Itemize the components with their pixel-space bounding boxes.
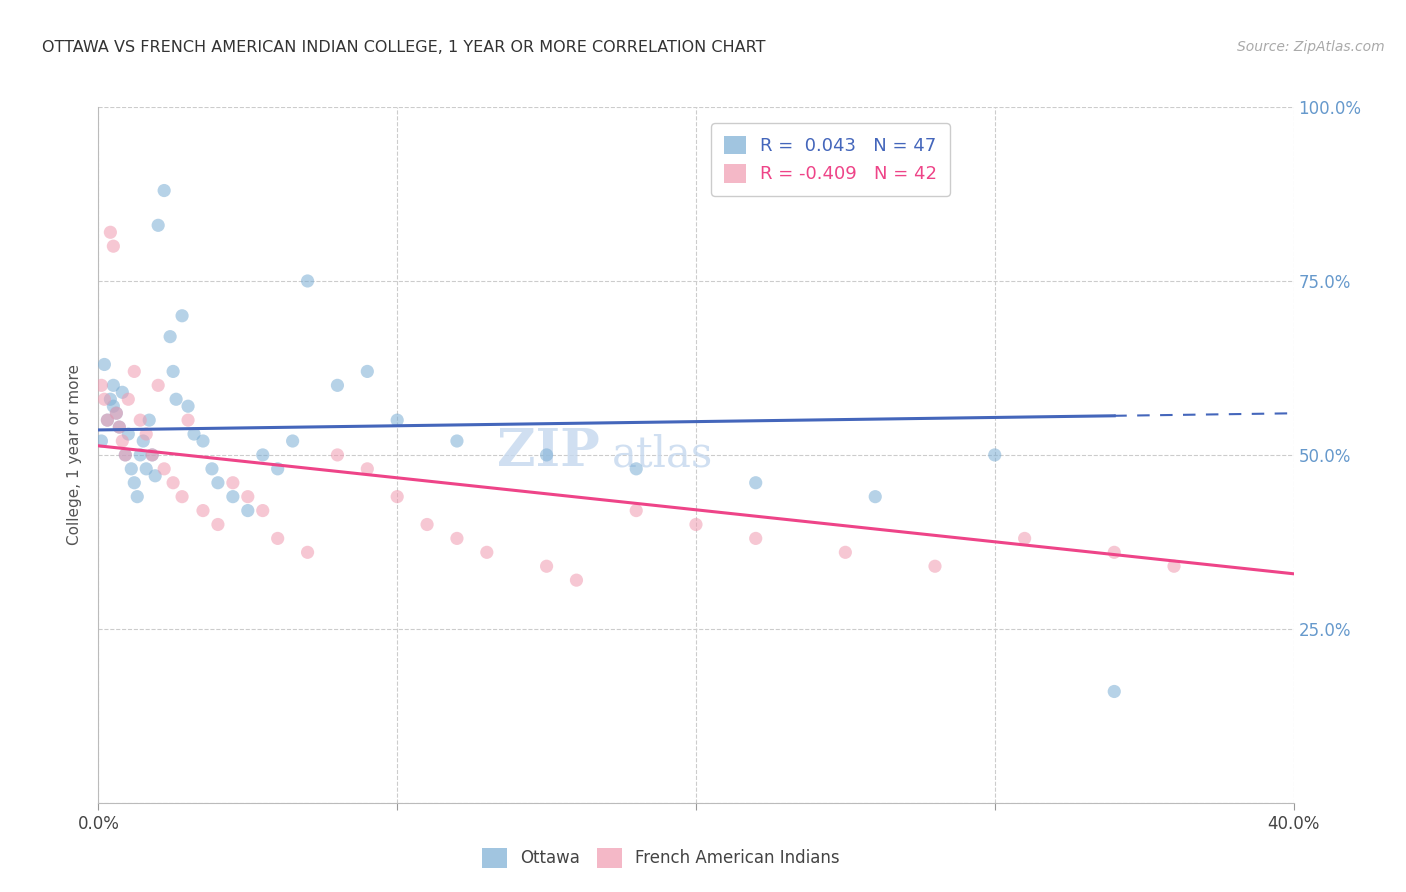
Point <box>93 358 115 372</box>
Point <box>153 462 176 476</box>
Point <box>138 413 160 427</box>
Point <box>148 378 170 392</box>
Point <box>90 434 112 448</box>
Point <box>865 490 887 504</box>
Point <box>141 448 163 462</box>
Text: atlas: atlas <box>613 434 714 476</box>
Text: OTTAWA VS FRENCH AMERICAN INDIAN COLLEGE, 1 YEAR OR MORE CORRELATION CHART: OTTAWA VS FRENCH AMERICAN INDIAN COLLEGE… <box>42 40 766 55</box>
Point <box>326 378 349 392</box>
Point <box>162 364 184 378</box>
Point <box>191 434 214 448</box>
Point <box>172 490 194 504</box>
Y-axis label: College, 1 year or more: College, 1 year or more <box>67 365 83 545</box>
Point <box>191 503 214 517</box>
Point <box>114 448 136 462</box>
Point <box>1163 559 1185 574</box>
Point <box>100 392 122 407</box>
Point <box>834 545 856 559</box>
Point <box>141 448 163 462</box>
Point <box>143 468 166 483</box>
Point <box>96 413 118 427</box>
Point <box>236 490 259 504</box>
Point <box>159 329 181 343</box>
Point <box>132 434 155 448</box>
Point <box>207 517 229 532</box>
Point <box>297 545 319 559</box>
Point <box>129 448 152 462</box>
Point <box>177 413 200 427</box>
Point <box>108 420 131 434</box>
Point <box>252 448 274 462</box>
Point <box>222 475 245 490</box>
Point <box>475 545 498 559</box>
Point <box>103 399 125 413</box>
Point <box>536 448 558 462</box>
Point <box>446 434 468 448</box>
Point <box>100 225 122 239</box>
Point <box>93 392 115 407</box>
Point <box>626 503 648 517</box>
Point <box>1104 684 1126 698</box>
Point <box>416 517 439 532</box>
Point <box>172 309 194 323</box>
Text: ZIP: ZIP <box>498 426 600 477</box>
Point <box>177 399 200 413</box>
Point <box>565 573 588 587</box>
Point <box>745 532 768 546</box>
Point <box>108 420 131 434</box>
Point <box>385 490 409 504</box>
Point <box>326 448 349 462</box>
Point <box>124 475 146 490</box>
Point <box>207 475 229 490</box>
Point <box>267 532 290 546</box>
Point <box>236 503 259 517</box>
Point <box>536 559 558 574</box>
Point <box>297 274 319 288</box>
Point <box>267 462 290 476</box>
Text: Source: ZipAtlas.com: Source: ZipAtlas.com <box>1237 40 1385 54</box>
Legend: R =  0.043   N = 47, R = -0.409   N = 42: R = 0.043 N = 47, R = -0.409 N = 42 <box>711 123 950 196</box>
Point <box>446 532 468 546</box>
Point <box>135 427 157 442</box>
Point <box>117 427 139 442</box>
Point <box>183 427 205 442</box>
Point <box>117 392 139 407</box>
Point <box>103 239 125 253</box>
Point <box>222 490 245 504</box>
Point <box>356 364 378 378</box>
Point <box>114 448 136 462</box>
Point <box>129 413 152 427</box>
Point <box>153 184 176 198</box>
Point <box>252 503 274 517</box>
Legend: Ottawa, French American Indians: Ottawa, French American Indians <box>475 841 846 875</box>
Point <box>103 378 125 392</box>
Point <box>685 517 707 532</box>
Point <box>111 385 134 400</box>
Point <box>162 475 184 490</box>
Point <box>148 219 170 233</box>
Point <box>90 378 112 392</box>
Point <box>105 406 128 420</box>
Point <box>626 462 648 476</box>
Point <box>120 462 142 476</box>
Point <box>1014 532 1036 546</box>
Point <box>111 434 134 448</box>
Point <box>96 413 118 427</box>
Point <box>745 475 768 490</box>
Point <box>105 406 128 420</box>
Point <box>984 448 1007 462</box>
Point <box>924 559 946 574</box>
Point <box>201 462 224 476</box>
Point <box>385 413 409 427</box>
Point <box>165 392 187 407</box>
Point <box>124 364 146 378</box>
Point <box>135 462 157 476</box>
Point <box>1104 545 1126 559</box>
Point <box>281 434 304 448</box>
Point <box>356 462 378 476</box>
Point <box>127 490 149 504</box>
